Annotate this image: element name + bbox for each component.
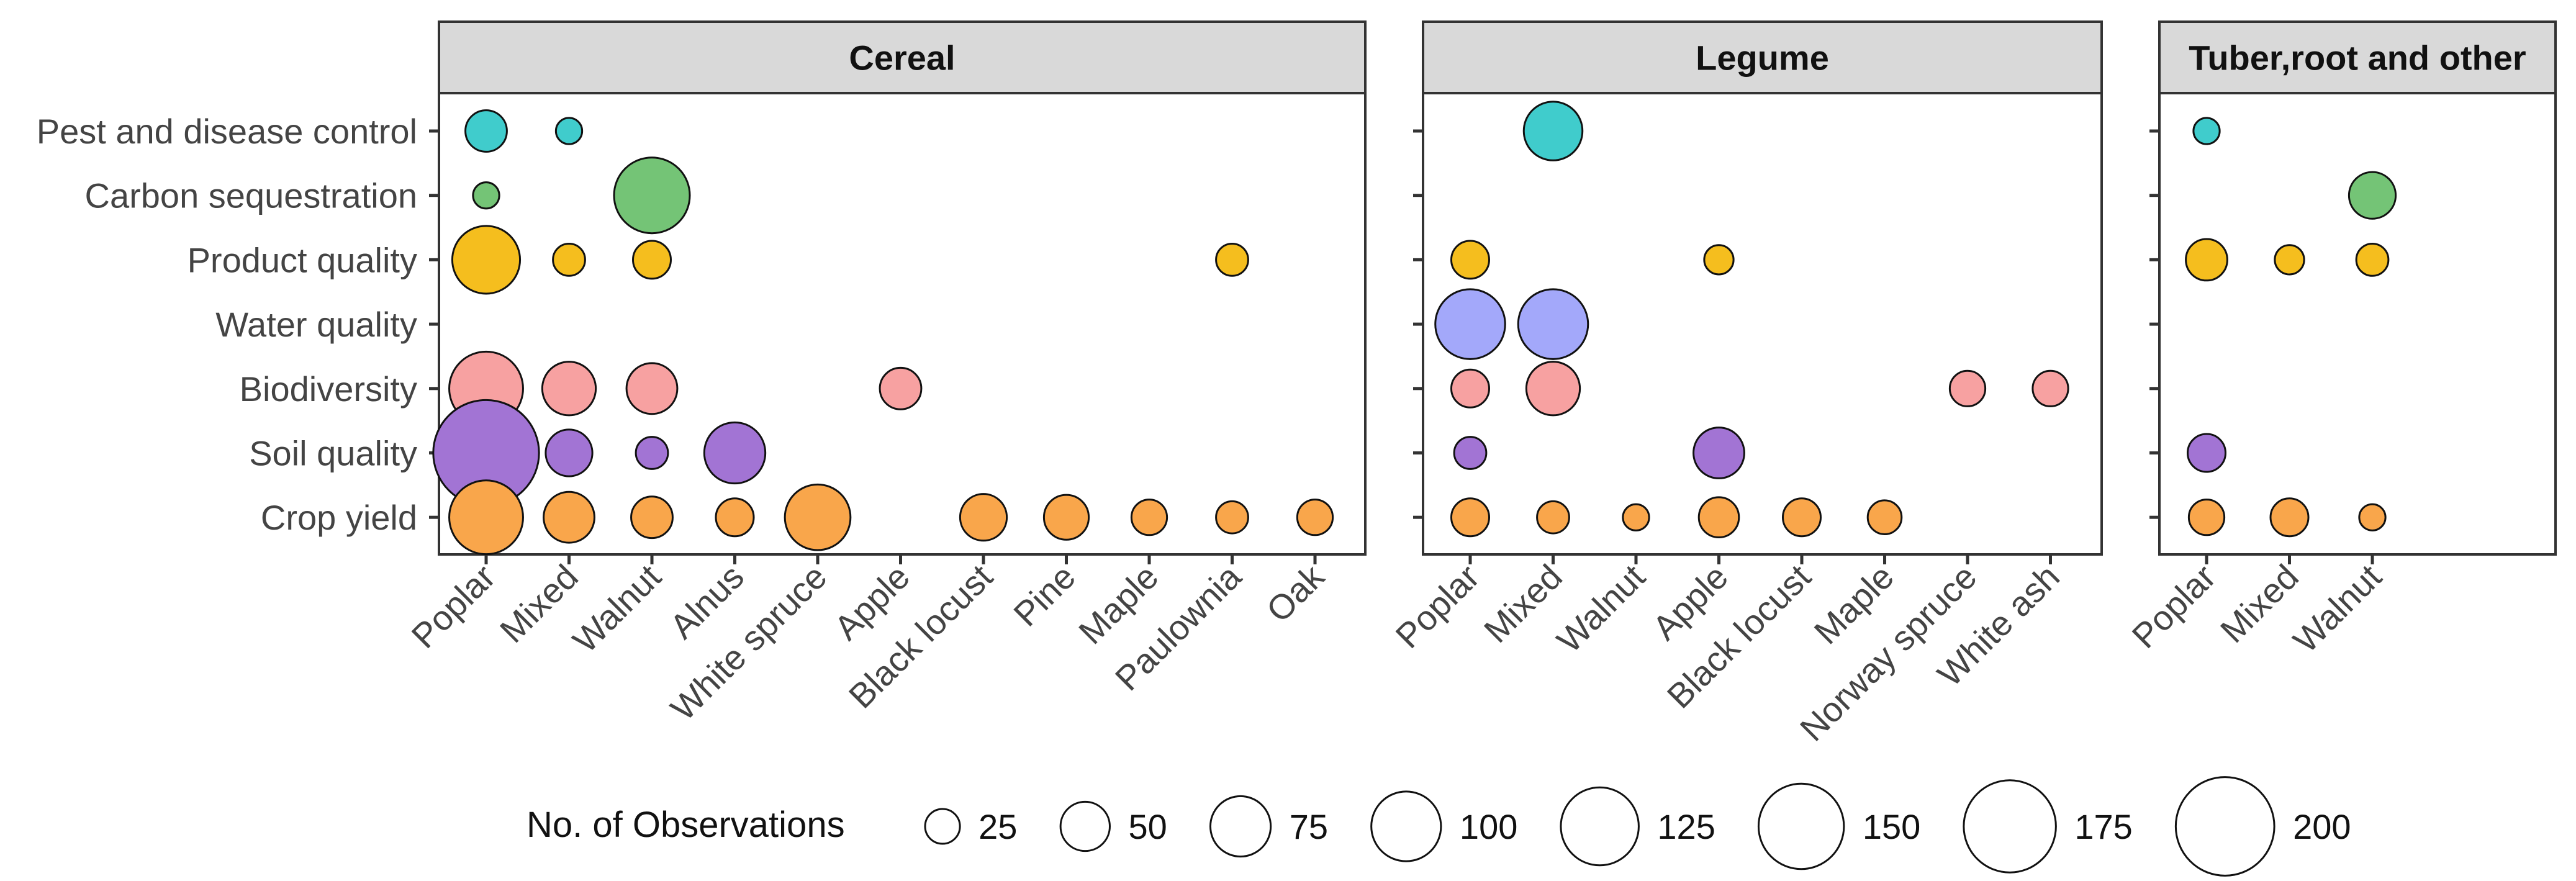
bubble-tuber-root-and-other-poplar-crop-yield bbox=[2187, 499, 2226, 536]
bubble-legume-mixed-water-quality bbox=[1517, 288, 1589, 360]
bubble-tuber-root-and-other-mixed-crop-yield bbox=[2269, 497, 2310, 538]
strip-tuber-root-and-other bbox=[2158, 20, 2557, 94]
strip-legume bbox=[1422, 20, 2103, 94]
size-legend-label-125: 125 bbox=[1657, 807, 1715, 846]
bubble-legume-poplar-water-quality bbox=[1434, 288, 1506, 360]
bubble-legume-black-locust-crop-yield bbox=[1782, 497, 1822, 538]
panel-frame-tuber-root-and-other bbox=[2158, 92, 2557, 556]
bubble-cereal-mixed-biodiversity bbox=[541, 361, 597, 417]
bubble-cereal-maple-crop-yield bbox=[1130, 499, 1168, 536]
bubble-cereal-mixed-product-quality bbox=[552, 243, 586, 277]
bubble-cereal-walnut-biodiversity bbox=[625, 362, 679, 415]
bubble-cereal-paulownia-crop-yield bbox=[1215, 500, 1249, 535]
bubble-legume-maple-crop-yield bbox=[1866, 499, 1903, 535]
bubble-cereal-walnut-carbon-sequestration bbox=[613, 156, 691, 235]
size-legend-label-50: 50 bbox=[1128, 807, 1167, 846]
size-legend-key-25 bbox=[924, 808, 961, 845]
bubble-cereal-walnut-soil-quality bbox=[635, 436, 669, 470]
x-tick-label-tuber-root-and-other-poplar: Poplar bbox=[2124, 557, 2223, 656]
size-legend-key-75 bbox=[1209, 795, 1272, 858]
bubble-cereal-paulownia-product-quality bbox=[1215, 243, 1249, 277]
bubble-legume-poplar-crop-yield bbox=[1450, 497, 1490, 538]
bubble-legume-poplar-biodiversity bbox=[1450, 368, 1490, 409]
bubble-cereal-apple-biodiversity bbox=[879, 366, 923, 410]
size-legend-key-175 bbox=[1963, 779, 2057, 874]
x-tick-label-tuber-root-and-other-walnut: Walnut bbox=[2285, 557, 2389, 661]
strip-title-legume: Legume bbox=[1696, 38, 1829, 78]
bubble-legume-norway-spruce-biodiversity bbox=[1948, 369, 1987, 407]
bubble-tuber-root-and-other-poplar-soil-quality bbox=[2187, 433, 2226, 473]
size-legend-key-50 bbox=[1059, 800, 1111, 852]
y-tick-label-water-quality: Water quality bbox=[215, 305, 417, 344]
y-tick-label-product-quality: Product quality bbox=[188, 240, 417, 279]
size-legend-key-200 bbox=[2174, 776, 2275, 877]
x-tick-label-cereal-pine: Pine bbox=[1006, 557, 1083, 634]
bubble-cereal-black-locust-crop-yield bbox=[959, 493, 1008, 542]
bubble-cereal-poplar-pest-and-disease-control bbox=[464, 109, 508, 153]
x-tick-label-cereal-walnut: Walnut bbox=[565, 557, 669, 661]
x-tick-label-cereal-oak: Oak bbox=[1259, 556, 1332, 630]
bubble-tuber-root-and-other-walnut-product-quality bbox=[2355, 243, 2390, 277]
size-legend-label-75: 75 bbox=[1290, 807, 1328, 846]
y-tick-label-carbon-sequestration: Carbon sequestration bbox=[85, 176, 417, 215]
size-legend: No. of Observations 25 50 75 100 125 150 175 20… bbox=[526, 776, 2351, 877]
bubble-cereal-poplar-crop-yield bbox=[448, 479, 524, 556]
size-legend-key-125 bbox=[1560, 786, 1640, 867]
bubble-cereal-mixed-soil-quality bbox=[545, 428, 594, 477]
bubble-legume-apple-product-quality bbox=[1703, 244, 1735, 276]
size-legend-key-100 bbox=[1370, 790, 1442, 862]
strip-title-cereal: Cereal bbox=[849, 38, 955, 78]
bubble-legume-mixed-crop-yield bbox=[1536, 500, 1570, 535]
bubble-legume-poplar-product-quality bbox=[1450, 240, 1490, 280]
y-axis: Pest and disease control Carbon sequestra… bbox=[37, 112, 417, 537]
size-legend-label-175: 175 bbox=[2074, 807, 2132, 846]
x-tick-label-legume-walnut: Walnut bbox=[1549, 557, 1653, 661]
size-legend-label-100: 100 bbox=[1460, 807, 1517, 846]
bubble-legume-mixed-biodiversity bbox=[1525, 361, 1581, 417]
bubble-cereal-walnut-product-quality bbox=[632, 240, 672, 280]
bubble-legume-apple-crop-yield bbox=[1697, 496, 1740, 538]
strip-title-tuber-root-and-other: Tuber,root and other bbox=[2189, 38, 2526, 78]
bubble-cereal-walnut-crop-yield bbox=[630, 495, 674, 540]
y-tick-label-pest-and-disease-control: Pest and disease control bbox=[37, 112, 417, 151]
y-tick-label-crop-yield: Crop yield bbox=[261, 498, 417, 537]
bubble-tuber-root-and-other-mixed-product-quality bbox=[2274, 244, 2305, 276]
bubble-legume-mixed-pest-and-disease-control bbox=[1522, 101, 1584, 161]
bubble-tuber-root-and-other-poplar-product-quality bbox=[2185, 238, 2228, 282]
bubble-cereal-poplar-carbon-sequestration bbox=[472, 181, 500, 210]
bubble-cereal-pine-crop-yield bbox=[1042, 494, 1090, 541]
y-tick-label-biodiversity: Biodiversity bbox=[240, 369, 417, 409]
bubble-legume-walnut-crop-yield bbox=[1622, 503, 1650, 531]
bubble-cereal-alnus-crop-yield bbox=[715, 497, 755, 538]
size-legend-label-25: 25 bbox=[978, 807, 1017, 846]
x-tick-label-legume-poplar: Poplar bbox=[1388, 557, 1486, 656]
bubble-legume-poplar-soil-quality bbox=[1453, 436, 1488, 470]
y-tick-label-soil-quality: Soil quality bbox=[249, 434, 417, 473]
strip-cereal bbox=[438, 20, 1367, 94]
bubble-cereal-white-spruce-crop-yield bbox=[784, 483, 852, 551]
size-legend-title: No. of Observations bbox=[526, 805, 845, 845]
bubble-tuber-root-and-other-walnut-crop-yield bbox=[2358, 503, 2387, 531]
bubble-tuber-root-and-other-walnut-carbon-sequestration bbox=[2348, 171, 2397, 220]
size-legend-label-200: 200 bbox=[2293, 807, 2351, 846]
bubble-cereal-oak-crop-yield bbox=[1296, 499, 1334, 536]
bubble-legume-white-ash-biodiversity bbox=[2031, 369, 2069, 407]
size-legend-key-150 bbox=[1757, 782, 1845, 870]
bubble-legume-apple-soil-quality bbox=[1692, 427, 1745, 479]
bubble-cereal-mixed-pest-and-disease-control bbox=[554, 117, 584, 145]
size-legend-label-150: 150 bbox=[1863, 807, 1920, 846]
bubble-tuber-root-and-other-poplar-pest-and-disease-control bbox=[2192, 117, 2221, 145]
panel-frame-cereal bbox=[438, 92, 1367, 556]
x-tick-label-cereal-poplar: Poplar bbox=[404, 557, 502, 656]
bubble-cereal-mixed-crop-yield bbox=[543, 490, 595, 544]
bubble-cereal-alnus-soil-quality bbox=[703, 421, 767, 485]
bubble-cereal-poplar-product-quality bbox=[451, 225, 522, 295]
